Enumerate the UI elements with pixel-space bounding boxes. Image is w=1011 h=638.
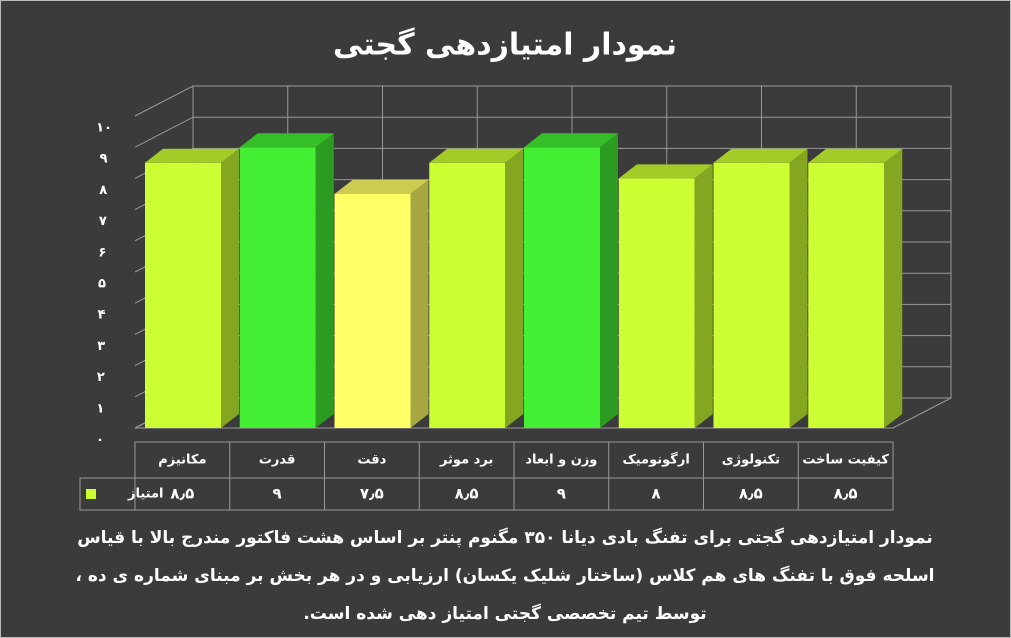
y-tick-label: ۰ — [96, 433, 104, 448]
y-tick-label: ۴ — [98, 308, 106, 323]
table — [79, 477, 894, 511]
caption-line: اسلحه فوق با تفنگ های هم کلاس (ساختار شل… — [75, 565, 934, 586]
bar-side — [694, 164, 713, 428]
bar-side — [789, 148, 808, 429]
bar-side — [600, 133, 618, 428]
x-tick-label: تکنولوژی — [722, 453, 780, 468]
bar — [713, 148, 808, 429]
value-label: ۷٫۵ — [360, 485, 384, 503]
y-tick-label: ۷ — [99, 214, 107, 229]
bar-top — [808, 148, 903, 163]
grid-line — [134, 116, 951, 148]
y-tick-label: ۶ — [98, 245, 106, 260]
bar — [808, 148, 903, 429]
x-tick-label: دقت — [357, 453, 386, 468]
y-tick-label: ۱ — [96, 401, 104, 416]
bar-front — [618, 178, 695, 428]
y-tick-label: ۳ — [97, 339, 105, 354]
y-tick-label: ۲ — [97, 370, 105, 385]
y-tick-label: ۸ — [99, 183, 107, 198]
bar-side — [505, 148, 524, 429]
bar-side — [315, 133, 334, 428]
bar-top — [618, 164, 713, 179]
bar-front — [524, 147, 600, 428]
x-tick-label: ارگونومیک — [622, 452, 689, 468]
bar-front — [239, 147, 316, 428]
bar-front — [713, 162, 790, 429]
y-tick-label: ۹ — [100, 152, 108, 167]
x-tick-label: برد موثر — [439, 453, 493, 468]
bar-front — [145, 162, 221, 429]
bar-side — [221, 148, 239, 429]
bar-front — [334, 194, 411, 428]
bar — [524, 133, 618, 428]
bar-top — [334, 180, 429, 194]
bar-top — [524, 133, 618, 148]
grid-line — [134, 85, 951, 117]
x-tick-label: قدرت — [259, 453, 296, 468]
bar — [334, 180, 429, 428]
bar — [239, 133, 334, 428]
bar-front — [808, 162, 885, 429]
bar-top — [713, 148, 808, 163]
legend-label: امتیاز — [127, 487, 163, 502]
value-label: ۸٫۵ — [455, 485, 479, 503]
bar-top — [429, 148, 524, 163]
bar-side — [410, 180, 429, 428]
caption-line: نمودار امتیازدهی گجتی برای تفنگ بادی دیا… — [77, 527, 933, 548]
value-label: ۸٫۵ — [739, 485, 763, 503]
value-label: ۸٫۵ — [170, 485, 194, 503]
y-tick-label: ۵ — [98, 277, 106, 292]
value-label: ۸ — [652, 485, 661, 503]
bar — [145, 148, 239, 429]
value-label: ۹ — [273, 485, 282, 503]
x-tick-label: وزن و ابعاد — [525, 453, 597, 468]
bar-top — [145, 148, 239, 163]
bar-front — [429, 162, 506, 429]
bar-top — [239, 133, 334, 148]
legend-swatch — [86, 489, 96, 499]
bar — [429, 148, 524, 429]
x-tick-label: کیفیت ساخت — [802, 453, 889, 468]
value-label: ۹ — [557, 485, 566, 503]
chart-title: نمودار امتیازدهی گجتی — [333, 27, 677, 63]
value-label: ۸٫۵ — [834, 485, 858, 503]
y-tick-label: ۱۰ — [96, 121, 112, 136]
bar-side — [884, 148, 903, 429]
bar — [618, 164, 713, 428]
x-tick-label: مکانیزم — [158, 453, 206, 468]
caption-line: توسط تیم تخصصی گجتی امتیاز دهی شده است. — [303, 603, 706, 624]
